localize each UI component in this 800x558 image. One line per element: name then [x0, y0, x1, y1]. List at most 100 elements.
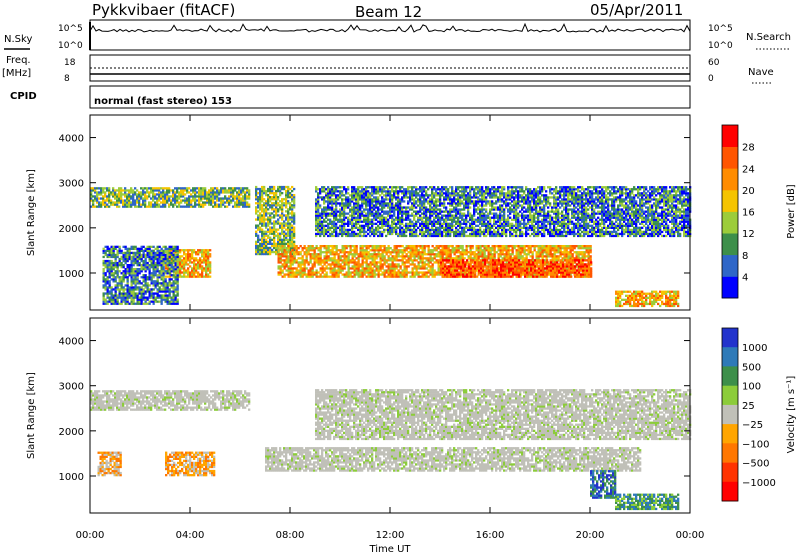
power-cell	[361, 194, 363, 196]
power-cell	[321, 233, 323, 235]
power-cell	[532, 271, 534, 273]
power-cell	[494, 259, 496, 261]
power-cell	[166, 191, 168, 193]
power-cell	[200, 193, 202, 195]
power-cell	[584, 245, 586, 247]
power-cell	[238, 197, 240, 199]
power-cell	[362, 265, 364, 267]
power-cell	[424, 276, 426, 278]
power-cell	[273, 204, 275, 206]
power-cell	[550, 251, 552, 253]
power-cell	[326, 255, 328, 257]
power-cell	[437, 231, 439, 233]
power-cell	[566, 261, 568, 263]
power-cell	[450, 271, 452, 273]
power-cell	[425, 192, 427, 194]
power-cell	[388, 265, 390, 267]
power-cell	[337, 227, 339, 229]
power-cell	[329, 192, 331, 194]
power-cell	[474, 261, 476, 263]
power-cell	[340, 257, 342, 259]
power-cell	[259, 208, 261, 210]
power-cell	[330, 271, 332, 273]
power-cell	[371, 231, 373, 233]
power-cell	[321, 198, 323, 200]
power-cell	[429, 194, 431, 196]
power-cell	[204, 187, 206, 189]
power-cell	[454, 269, 456, 271]
power-cell	[293, 227, 295, 229]
power-cell	[450, 249, 452, 251]
power-cell	[332, 247, 334, 249]
power-cell	[296, 253, 298, 255]
power-cell	[355, 235, 357, 237]
power-cell	[429, 223, 431, 225]
power-cell	[454, 253, 456, 255]
power-cell	[554, 255, 556, 257]
power-cell	[391, 229, 393, 231]
power-cell	[328, 249, 330, 251]
power-cell	[405, 206, 407, 208]
power-cell	[359, 217, 361, 219]
power-cell	[291, 229, 293, 231]
power-cell	[370, 267, 372, 269]
power-cell	[170, 199, 172, 201]
power-cell	[327, 186, 329, 188]
power-cell	[432, 249, 434, 251]
power-cell	[444, 245, 446, 247]
power-cell	[357, 223, 359, 225]
power-cell	[443, 215, 445, 217]
power-cell	[357, 235, 359, 237]
power-cell	[435, 206, 437, 208]
power-cell	[275, 202, 277, 204]
power-cell	[244, 199, 246, 201]
power-cell	[279, 190, 281, 192]
power-cell	[528, 261, 530, 263]
power-cell	[285, 186, 287, 188]
power-cell	[331, 190, 333, 192]
power-cell	[474, 271, 476, 273]
power-cell	[564, 249, 566, 251]
power-cell	[415, 213, 417, 215]
power-cell	[514, 271, 516, 273]
power-cell	[158, 189, 160, 191]
power-cell	[427, 223, 429, 225]
power-cell	[291, 212, 293, 214]
power-cell	[356, 249, 358, 251]
power-cell	[484, 261, 486, 263]
power-cell	[445, 225, 447, 227]
power-cell	[304, 269, 306, 271]
power-cell	[287, 196, 289, 198]
power-cell	[379, 227, 381, 229]
power-cell	[358, 255, 360, 257]
power-cell	[321, 208, 323, 210]
power-cell	[552, 249, 554, 251]
power-cell	[369, 219, 371, 221]
power-cell	[375, 204, 377, 206]
power-cell	[397, 223, 399, 225]
power-cell	[508, 257, 510, 259]
power-cell	[423, 231, 425, 233]
power-cell	[339, 227, 341, 229]
power-cell	[291, 208, 293, 210]
power-cell	[96, 206, 98, 208]
power-cell	[265, 225, 267, 227]
power-cell	[280, 269, 282, 271]
power-cell	[496, 271, 498, 273]
power-cell	[333, 198, 335, 200]
power-cell	[576, 259, 578, 261]
power-cell	[354, 245, 356, 247]
power-cell	[350, 253, 352, 255]
power-cell	[383, 219, 385, 221]
power-cell	[158, 197, 160, 199]
power-cell	[416, 265, 418, 267]
power-cell	[122, 193, 124, 195]
power-cell	[146, 189, 148, 191]
power-cell	[434, 273, 436, 275]
power-cell	[449, 233, 451, 235]
power-cell	[357, 227, 359, 229]
power-cell	[277, 190, 279, 192]
power-cell	[316, 259, 318, 261]
power-cell	[288, 271, 290, 273]
power-cell	[552, 269, 554, 271]
